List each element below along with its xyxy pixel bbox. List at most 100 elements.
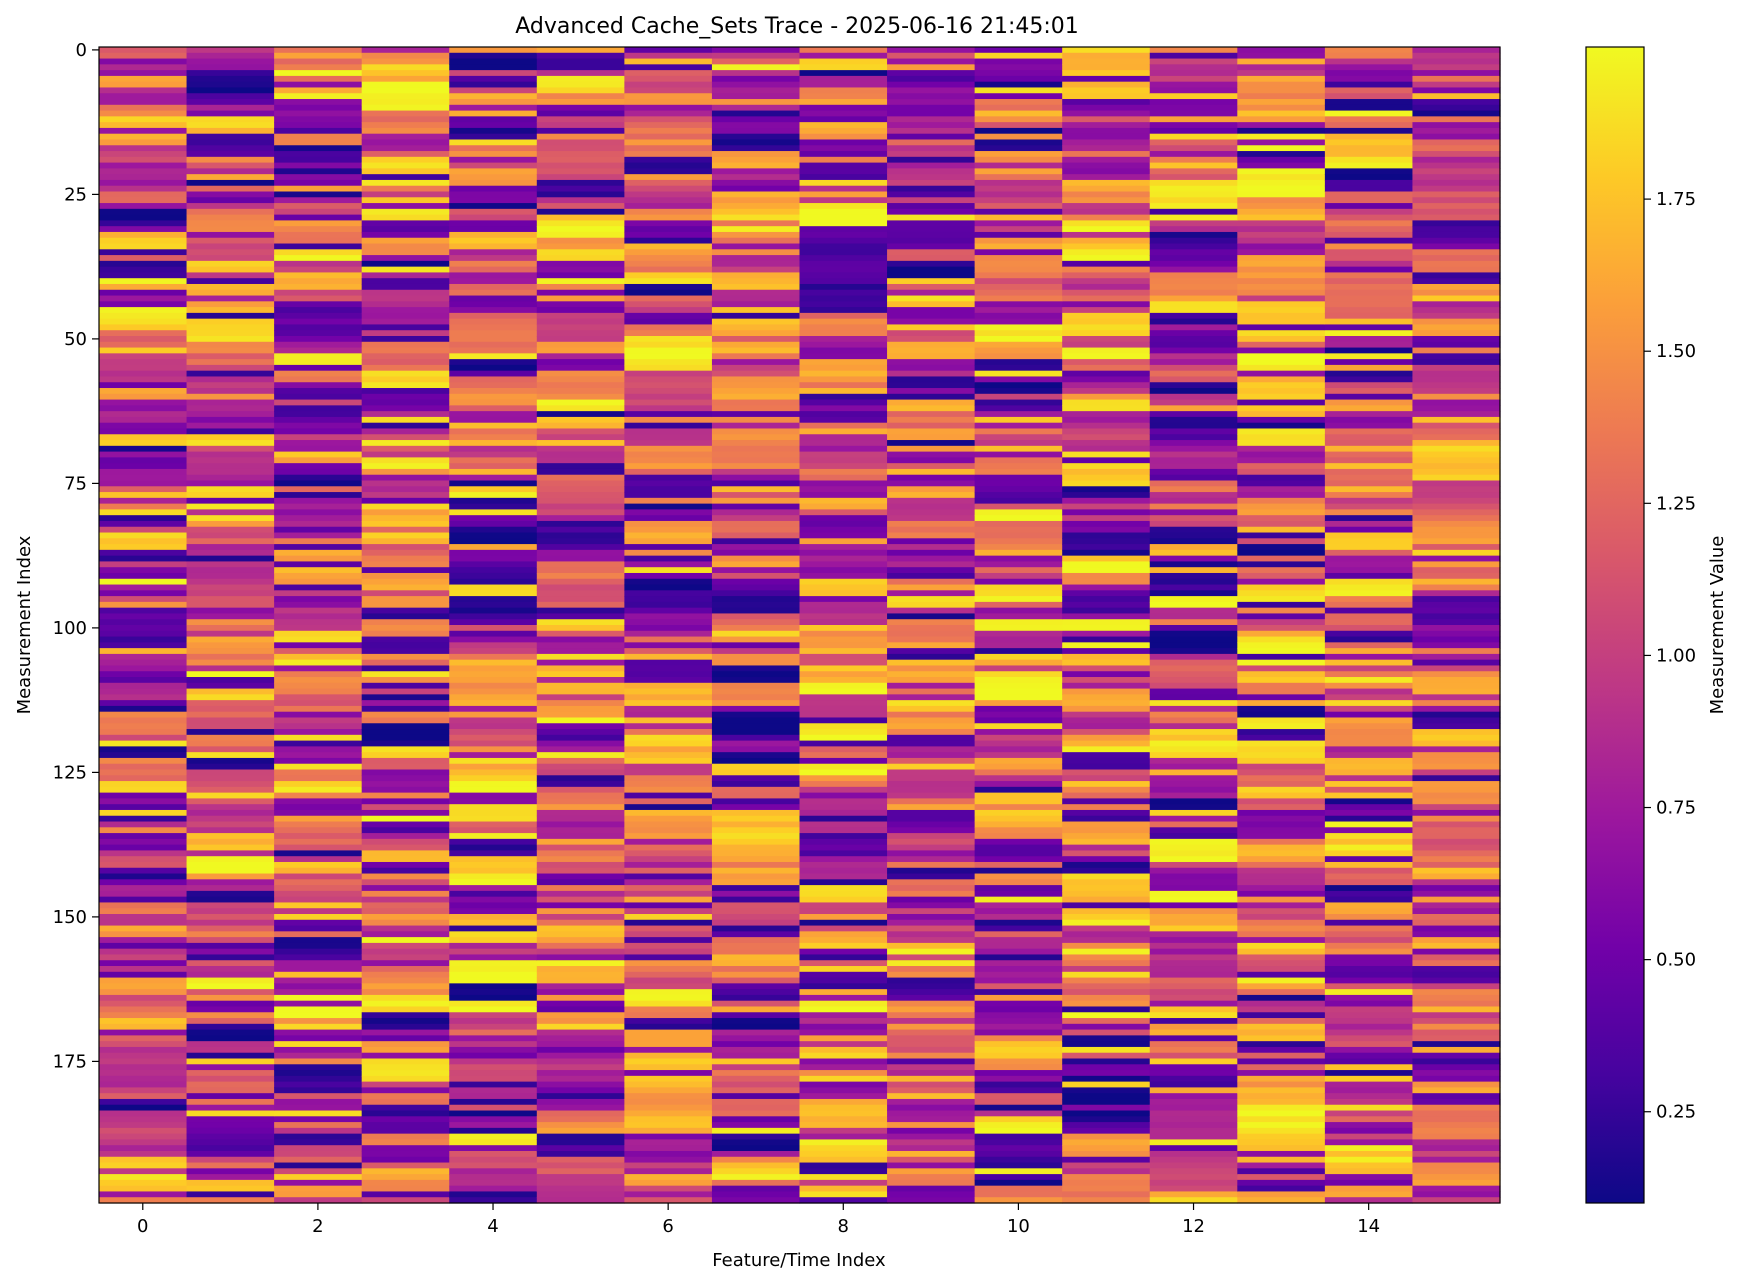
heatmap-cell	[974, 1064, 1063, 1071]
heatmap-cell	[536, 925, 625, 932]
heatmap-cell	[274, 1029, 363, 1036]
heatmap-cell	[536, 434, 625, 441]
heatmap-cell	[449, 318, 538, 326]
heatmap-cell	[1237, 775, 1326, 782]
heatmap-cell	[449, 220, 538, 227]
heatmap-cell	[449, 717, 538, 724]
heatmap-cell	[186, 1174, 275, 1181]
heatmap-cell	[274, 752, 363, 759]
heatmap-cell	[974, 324, 1063, 331]
heatmap-cell	[1237, 388, 1326, 395]
heatmap-cell	[1149, 266, 1238, 274]
heatmap-cell	[887, 561, 976, 568]
heatmap-cell	[1149, 786, 1238, 794]
heatmap-cell	[99, 1064, 188, 1071]
heatmap-cell	[186, 359, 275, 366]
heatmap-cell	[449, 908, 538, 915]
heatmap-cell	[536, 549, 625, 557]
heatmap-cell	[186, 122, 275, 129]
colorbar-ticks: 0.250.500.751.001.251.501.75	[1644, 189, 1696, 1123]
heatmap-cell	[1062, 1087, 1151, 1094]
heatmap-cell	[1149, 208, 1238, 216]
heatmap-cell	[1324, 601, 1414, 609]
heatmap-cell	[1062, 671, 1151, 678]
heatmap-cell	[887, 734, 976, 742]
heatmap-cell	[99, 208, 188, 216]
heatmap-cell	[449, 1035, 538, 1042]
heatmap-cell	[1324, 1070, 1414, 1077]
heatmap-cell	[1324, 318, 1414, 326]
heatmap-cell	[449, 677, 538, 684]
heatmap-cell	[624, 237, 713, 245]
heatmap-cell	[1149, 249, 1238, 256]
heatmap-cell	[1412, 601, 1501, 609]
heatmap-cell	[1062, 1046, 1151, 1054]
heatmap-cell	[274, 434, 363, 441]
heatmap-cell	[99, 954, 188, 961]
heatmap-cell	[799, 1197, 888, 1204]
heatmap-cell	[274, 197, 363, 204]
heatmap-cell	[974, 272, 1063, 279]
heatmap-cell	[711, 220, 801, 227]
heatmap-cell	[274, 694, 363, 701]
heatmap-cell	[711, 596, 801, 603]
heatmap-cell	[799, 341, 888, 349]
heatmap-cell	[799, 994, 888, 1002]
heatmap-cell	[799, 226, 888, 233]
heatmap-cell	[1324, 815, 1414, 823]
heatmap-cell	[711, 867, 801, 875]
heatmap-cell	[186, 1070, 275, 1077]
heatmap-cell	[887, 590, 976, 597]
heatmap-cell	[186, 734, 275, 742]
y-tick-label: 0	[76, 40, 87, 61]
heatmap-cell	[536, 1174, 625, 1181]
heatmap-cell	[536, 838, 625, 846]
heatmap-cell	[1412, 174, 1501, 181]
heatmap-cell	[536, 174, 625, 181]
heatmap-cell	[624, 301, 713, 308]
heatmap-cell	[1062, 428, 1151, 435]
heatmap-cell	[799, 804, 888, 811]
heatmap-cell	[1149, 740, 1238, 747]
heatmap-cell	[186, 966, 275, 973]
heatmap-cell	[1324, 954, 1414, 961]
heatmap-cell	[449, 601, 538, 609]
heatmap-cell	[361, 1145, 450, 1152]
heatmap-cell	[361, 902, 450, 909]
heatmap-cell	[974, 827, 1063, 834]
chart-title: Advanced Cache_Sets Trace - 2025-06-16 2…	[515, 14, 1079, 39]
heatmap-cell	[1237, 983, 1326, 990]
heatmap-cell	[536, 607, 625, 615]
heatmap-cell	[711, 682, 801, 690]
heatmap-cell	[1149, 746, 1238, 753]
heatmap-cell	[799, 237, 888, 245]
heatmap-cell	[1237, 555, 1326, 563]
heatmap-cell	[1324, 1098, 1414, 1106]
heatmap-cell	[274, 116, 363, 123]
heatmap-cell	[536, 168, 625, 175]
heatmap-cell	[1237, 538, 1326, 545]
heatmap-cell	[887, 1133, 976, 1141]
heatmap-cell	[711, 983, 801, 990]
heatmap-cell	[974, 677, 1063, 684]
heatmap-cell	[274, 989, 363, 996]
heatmap-cell	[274, 278, 363, 285]
heatmap-cell	[1237, 1179, 1326, 1187]
heatmap-cell	[1149, 318, 1238, 326]
heatmap-cell	[536, 116, 625, 123]
heatmap-cell	[99, 948, 188, 956]
heatmap-cell	[974, 133, 1063, 141]
heatmap-cell	[974, 405, 1063, 412]
heatmap-cell	[274, 960, 363, 967]
heatmap-cell	[186, 838, 275, 846]
heatmap-cell	[624, 492, 713, 499]
heatmap-cell	[974, 682, 1063, 690]
heatmap-cell	[799, 1087, 888, 1094]
heatmap-cell	[799, 289, 888, 297]
heatmap-cell	[1412, 434, 1501, 441]
heatmap-cell	[1237, 422, 1326, 430]
heatmap-cell	[974, 711, 1063, 719]
heatmap-cell	[1412, 497, 1501, 505]
heatmap-cell	[1324, 47, 1414, 54]
heatmap-cell	[186, 786, 275, 794]
